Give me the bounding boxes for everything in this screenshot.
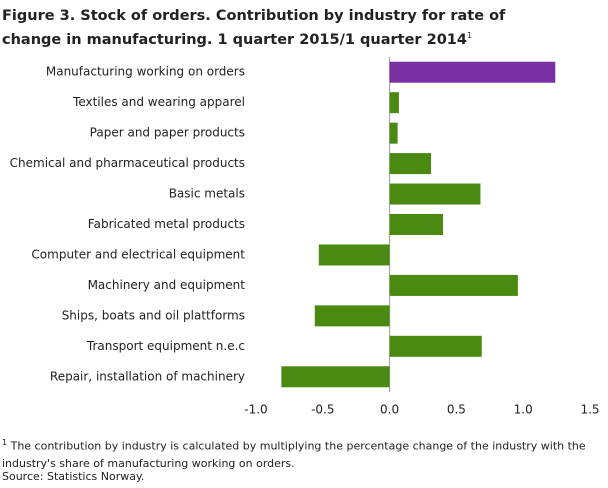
x-tick-label: 1.0	[514, 403, 533, 417]
category-label: Transport equipment n.e.c	[86, 339, 245, 353]
footnote-block: 1 The contribution by industry is calcul…	[2, 434, 606, 472]
x-tick-label: 1.5	[580, 403, 599, 417]
bar	[389, 274, 518, 296]
category-label: Basic metals	[169, 187, 245, 201]
category-label: Chemical and pharmaceutical products	[10, 156, 245, 170]
x-tick-label: -1.0	[244, 403, 267, 417]
category-label: Textiles and wearing apparel	[72, 95, 245, 109]
bar	[389, 122, 398, 144]
bar	[389, 335, 482, 357]
bar	[389, 153, 432, 175]
category-label: Machinery and equipment	[88, 278, 246, 292]
category-label: Manufacturing working on orders	[46, 65, 245, 79]
bar	[389, 214, 444, 235]
chart-title: Figure 3. Stock of orders. Contribution …	[2, 8, 506, 48]
bar	[389, 92, 399, 114]
chart: -1.0 -0.5 0.0 0.5 1.0 1.5 Manufacturing workin…	[10, 57, 600, 417]
category-label: Repair, installation of machinery	[50, 369, 245, 383]
x-tick-label: -0.5	[311, 403, 334, 417]
bar	[281, 366, 390, 388]
category-label: Paper and paper products	[90, 126, 245, 140]
title-note: 1	[466, 31, 473, 40]
bar	[318, 244, 390, 266]
chart-title-block: Figure 3. Stock of orders. Contribution …	[2, 6, 562, 50]
source: Source: Statistics Norway.	[2, 470, 145, 483]
bar	[389, 61, 556, 83]
category-label: Computer and electrical equipment	[31, 247, 245, 261]
footnote-marker: 1	[2, 438, 8, 447]
x-tick-label: 0.5	[447, 403, 466, 417]
category-label: Ships, boats and oil plattforms	[62, 308, 245, 322]
bar	[314, 305, 390, 327]
bar	[389, 183, 481, 205]
x-tick-label: 0.0	[380, 403, 399, 417]
footnote: The contribution by industry is calculat…	[2, 439, 586, 470]
category-label: Fabricated metal products	[88, 217, 245, 231]
